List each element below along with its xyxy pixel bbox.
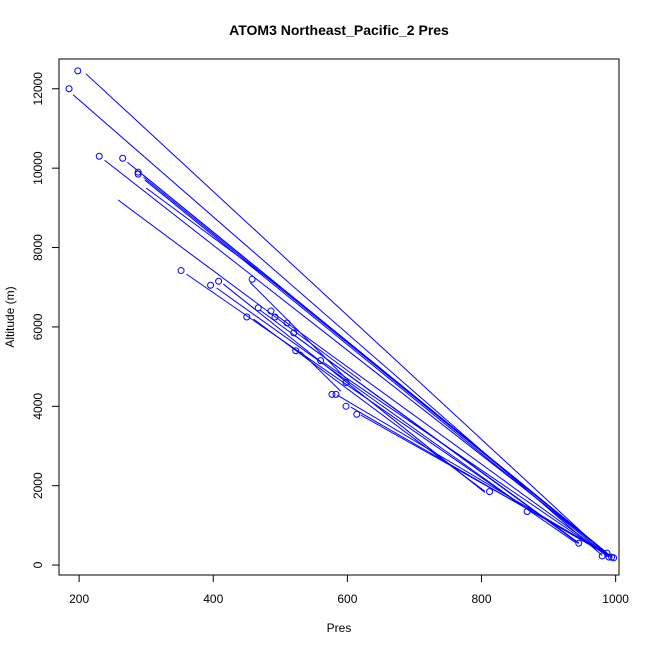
data-point [134, 168, 142, 176]
series-line-segment [117, 199, 362, 381]
x-axis-label: Pres [327, 621, 352, 635]
data-point [134, 170, 142, 178]
y-axis: 0 2000 4000 6000 8000 10000 12000 [31, 72, 60, 568]
data-point [177, 267, 185, 275]
x-tick-label: 800 [471, 592, 491, 606]
data-point [248, 275, 256, 283]
y-tick-label: 6000 [31, 313, 45, 340]
x-tick-label: 200 [69, 592, 89, 606]
data-point [332, 390, 340, 398]
series-line-segment [145, 187, 281, 288]
chart-title: ATOM3 Northeast_Pacific_2 Pres [229, 22, 449, 38]
x-axis: 200 400 600 800 1000 [69, 574, 629, 606]
series-line-segment [323, 362, 606, 556]
series-line-segment [216, 287, 533, 513]
data-point [207, 281, 215, 289]
data-point [342, 402, 350, 410]
data-point [610, 554, 618, 562]
data-point [605, 553, 613, 561]
data-point [290, 329, 298, 337]
data-point [328, 390, 336, 398]
data-point [575, 539, 583, 547]
series-line-segment [274, 313, 610, 558]
data-point [292, 347, 300, 355]
y-tick-label: 0 [31, 561, 45, 568]
x-tick-label: 400 [203, 592, 223, 606]
y-tick-label: 4000 [31, 393, 45, 420]
data-point [603, 549, 611, 557]
y-axis-label: Altitude (m) [3, 286, 17, 347]
data-point [523, 507, 531, 515]
series-points [65, 67, 618, 562]
data-point [74, 67, 82, 75]
data-point [119, 154, 127, 162]
series-line-segment [300, 351, 342, 392]
data-point [267, 307, 275, 315]
x-tick-label: 600 [337, 592, 357, 606]
series-line-segment [143, 174, 608, 554]
data-point [317, 357, 325, 365]
data-point [283, 319, 291, 327]
data-point [95, 152, 103, 160]
data-point [215, 277, 223, 285]
series-line-segment [360, 414, 610, 556]
y-tick-label: 12000 [31, 72, 45, 106]
series-line-segment [85, 73, 610, 558]
y-tick-label: 10000 [31, 151, 45, 185]
data-point [353, 410, 361, 418]
series-line-segment [143, 176, 610, 556]
series-lines [72, 73, 613, 558]
data-point [486, 488, 494, 496]
data-point [65, 85, 73, 93]
y-tick-label: 2000 [31, 472, 45, 499]
data-point [342, 378, 350, 386]
series-line-segment [222, 283, 486, 493]
series-line-segment [144, 179, 610, 558]
data-point [254, 304, 262, 312]
data-point [243, 313, 251, 321]
y-tick-label: 8000 [31, 234, 45, 261]
x-tick-label: 1000 [602, 592, 629, 606]
series-line-segment [249, 282, 347, 379]
data-point [271, 313, 279, 321]
